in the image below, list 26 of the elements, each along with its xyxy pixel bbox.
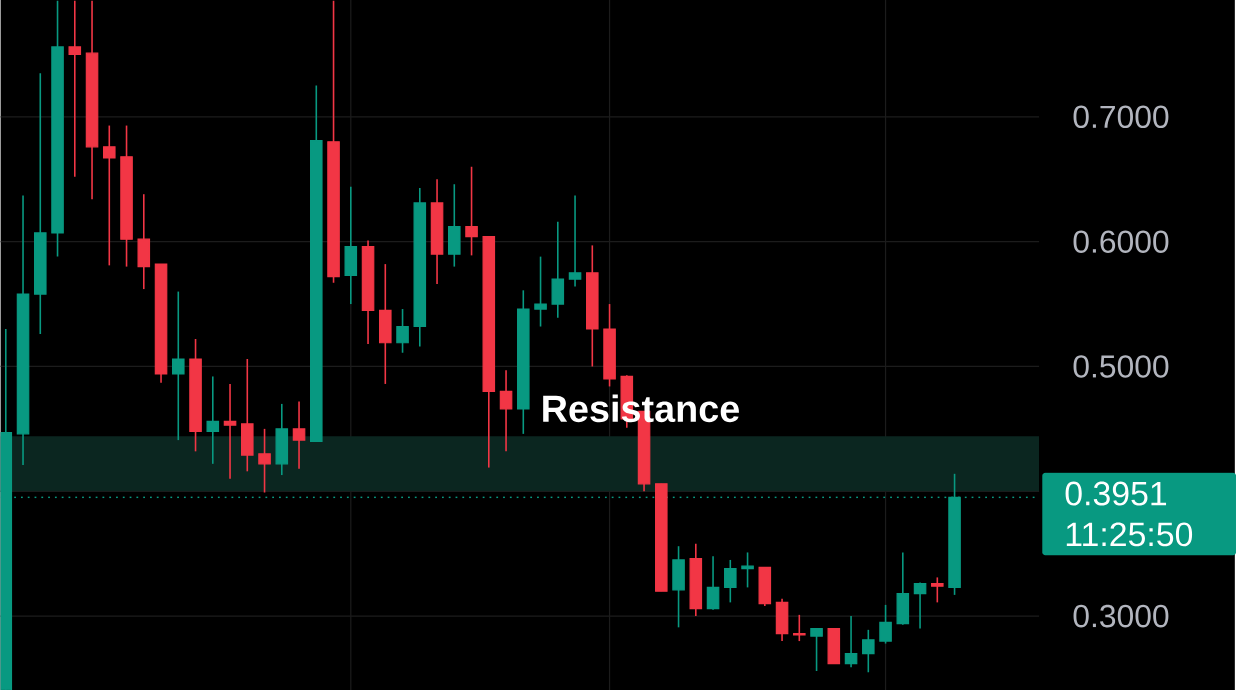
candlestick — [810, 627, 823, 672]
y-tick-label: 0.7000 — [1073, 105, 1169, 129]
candlestick — [396, 308, 409, 354]
candlestick — [931, 576, 944, 604]
candlestick — [534, 255, 547, 328]
candlestick — [913, 581, 927, 630]
y-tick-label: 0.5000 — [1073, 355, 1169, 378]
candlestick — [223, 383, 237, 480]
candlestick — [292, 400, 306, 470]
candlestick — [862, 629, 875, 674]
candlestick — [102, 124, 116, 267]
candlestick — [68, 0, 82, 178]
candlestick — [499, 369, 513, 453]
y-tick-label: 0.3000 — [1073, 604, 1169, 628]
candlestick — [258, 428, 271, 494]
candlestick — [706, 555, 720, 611]
candlestick — [465, 165, 478, 257]
candlestick — [172, 290, 185, 441]
candlestick — [844, 615, 858, 669]
candlestick — [568, 194, 582, 288]
ref-line-label: 0.3951 11:25:50 — [1065, 481, 1193, 547]
candlestick — [879, 604, 892, 645]
y-tick-label: 0.6000 — [1073, 230, 1169, 253]
candlestick — [724, 559, 737, 604]
candlestick — [206, 375, 220, 465]
candlestick — [793, 614, 806, 642]
